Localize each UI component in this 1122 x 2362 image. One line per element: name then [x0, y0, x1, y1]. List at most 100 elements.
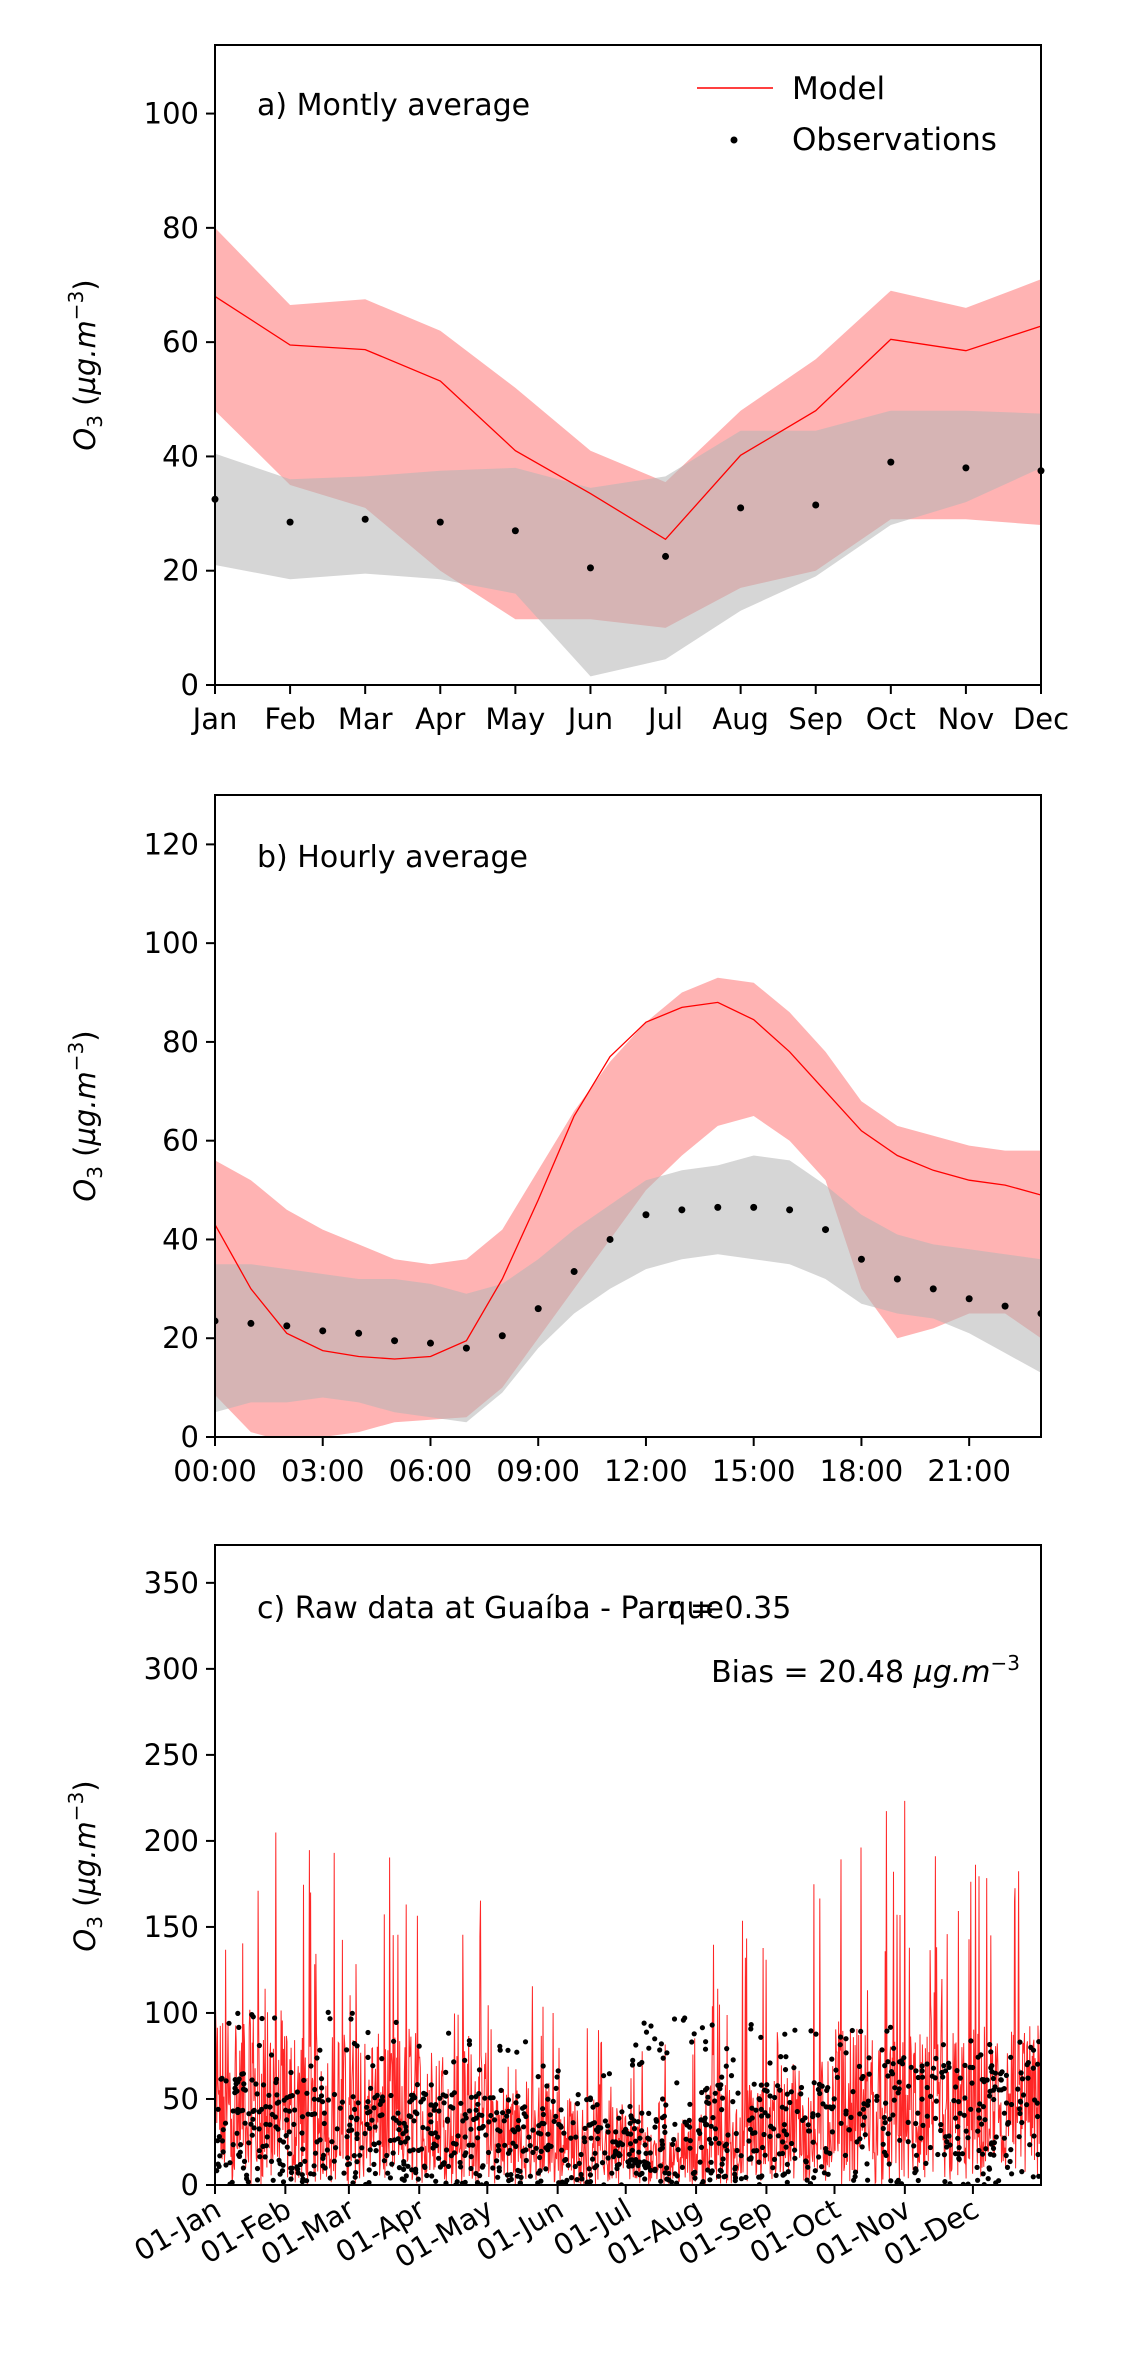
panel-c-observation-point — [932, 2115, 939, 2121]
panel-a-observation-point — [586, 564, 594, 572]
panel-c-observation-point — [752, 2130, 758, 2136]
panel-b-observation-point — [678, 1206, 686, 1214]
panel-c-observation-point — [399, 2176, 405, 2182]
panel-c-observation-point — [977, 2101, 983, 2107]
panel-c-observation-point — [657, 2147, 663, 2153]
panel-c-observation-point — [702, 2046, 709, 2052]
panel-c-observation-point — [941, 2152, 948, 2158]
panel-c-observation-point — [712, 2136, 719, 2142]
panel-c-observation-point — [234, 2088, 240, 2094]
panel-b-xtick-label: 00:00 — [173, 1454, 257, 1488]
panel-c-observation-point — [924, 2113, 930, 2119]
panel-c-observation-point — [396, 2127, 402, 2133]
panel-c-observation-point — [627, 2120, 633, 2126]
panel-c-observation-point — [885, 2059, 891, 2065]
panel-c-observation-point — [891, 2097, 897, 2103]
panel-c-observation-point — [980, 2151, 986, 2157]
panel-c-observation-point — [411, 2118, 417, 2124]
panel-c-observation-point — [657, 2047, 663, 2053]
panel-c-observation-point — [990, 2075, 997, 2082]
panel-a-xtick-label: Sep — [788, 702, 843, 736]
panel-c-observation-point — [505, 2047, 511, 2053]
panel-c-observation-point — [1018, 2070, 1024, 2076]
panel-c-observation-point — [915, 2177, 921, 2184]
panel-c-observation-point — [805, 2122, 811, 2128]
panel-c-observation-point — [696, 2128, 702, 2134]
panel-c-observation-point — [861, 2114, 868, 2120]
panel-c-observation-point — [890, 2061, 896, 2067]
panel-c-observation-point — [403, 2124, 409, 2130]
panel-c-observation-point — [725, 2132, 731, 2138]
panel-c-observation-point — [874, 2097, 880, 2103]
panel-c-observation-point — [236, 2076, 242, 2082]
panel-c-observation-point — [468, 2154, 474, 2160]
panel-c-observation-point — [568, 2135, 574, 2141]
panel-c-observation-point — [765, 2113, 771, 2119]
panel-c-observation-point — [697, 2159, 703, 2165]
panel-c-observation-point — [433, 2178, 439, 2184]
panel-c-observation-point — [874, 2093, 880, 2099]
panel-c-observation-point — [280, 2179, 287, 2185]
panel-c-observation-point — [274, 2092, 280, 2098]
panel-c-ytick-label: 50 — [162, 2082, 199, 2116]
panel-c-observation-point — [299, 2179, 305, 2185]
panel-c-observation-point — [646, 2110, 652, 2116]
panel-c-observation-point — [905, 2139, 911, 2145]
panel-c-observation-point — [327, 2016, 333, 2022]
panel-c-observation-point — [764, 2082, 770, 2088]
panel-c-observation-point — [558, 2107, 564, 2113]
panel-c-observation-point — [468, 2094, 475, 2100]
panel-c-observation-point — [990, 2145, 997, 2151]
panel-b-xtick-label: 18:00 — [820, 1454, 904, 1488]
panel-c-observation-point — [933, 2098, 940, 2104]
panel-c-observation-point — [308, 2063, 314, 2069]
panel-c-observation-point — [246, 2111, 252, 2117]
panel-c-observation-point — [321, 2110, 327, 2116]
panel-c-observation-point — [321, 2120, 327, 2127]
panel-c-observation-point — [402, 2139, 408, 2145]
panel-c-observation-point — [249, 2132, 255, 2138]
panel-c-observation-point — [776, 2151, 783, 2157]
panel-c-observation-point — [724, 2046, 730, 2052]
panel-c-observation-point — [699, 2025, 706, 2031]
panel-c-observation-point — [365, 2029, 371, 2036]
panel-c-observation-point — [473, 2107, 479, 2113]
panel-c-observation-point — [421, 2163, 427, 2169]
panel-c-observation-point — [642, 2176, 648, 2182]
panel-c-observation-point — [820, 2101, 826, 2107]
panel-c-observation-point — [353, 2170, 359, 2176]
panel-c-observation-point — [433, 2102, 439, 2108]
panel-a-xtick-label: Jan — [191, 702, 238, 736]
panel-c-observation-point — [486, 2119, 492, 2125]
panel-c-observation-point — [719, 2095, 726, 2101]
panel-c-observation-point — [975, 2177, 981, 2183]
panel-c-observation-point — [946, 2060, 952, 2066]
panel-c-observation-point — [834, 2074, 841, 2080]
panel-c-observation-point — [661, 2113, 668, 2119]
panel-c-observation-point — [687, 2138, 693, 2144]
panel-c-observation-point — [393, 2019, 399, 2025]
panel-c-observation-point — [616, 2161, 622, 2167]
panel-b-xtick-label: 09:00 — [496, 1454, 580, 1488]
panel-c-observation-point — [535, 2170, 542, 2176]
panel-c-observation-point — [635, 2163, 641, 2169]
panel-c-observation-point — [262, 2154, 268, 2160]
panel-c-observation-point — [299, 2172, 305, 2178]
panel-c-observation-point — [899, 2061, 906, 2067]
panel-c-observation-point — [365, 2099, 371, 2105]
panel-c-observation-point — [374, 2092, 380, 2098]
panel-a-observation-point — [812, 501, 820, 509]
panel-c-observation-point — [1003, 2100, 1010, 2106]
panel-b-observation-point — [462, 1344, 470, 1352]
panel-c-observation-point — [226, 2020, 232, 2026]
panel-c-observation-point — [570, 2120, 576, 2126]
panel-c-observation-point — [674, 2173, 680, 2179]
panel-c-observation-point — [300, 2146, 306, 2152]
panel-c-observation-point — [768, 2123, 774, 2129]
panel-c-observation-point — [490, 2095, 496, 2101]
panel-c-observation-point — [633, 2170, 639, 2176]
panel-c-observation-point — [325, 2097, 331, 2103]
panel-c-observation-point — [919, 2096, 925, 2102]
panel-c-observation-point — [783, 2106, 789, 2112]
panel-c-observation-point — [859, 2144, 865, 2150]
